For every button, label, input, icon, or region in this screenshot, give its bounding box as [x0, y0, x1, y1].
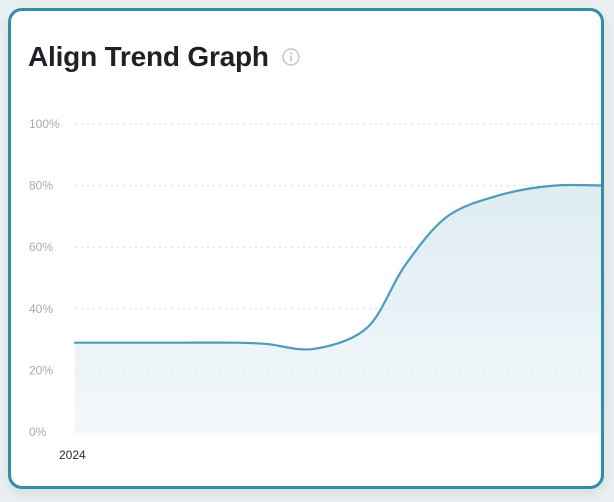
x-tick-label: 2024 [59, 448, 86, 462]
chart-title: Align Trend Graph [28, 41, 269, 72]
info-circle-icon[interactable] [281, 47, 301, 67]
y-tick-label: 100% [29, 117, 60, 131]
y-tick-label: 60% [29, 240, 53, 254]
y-tick-label: 20% [29, 363, 53, 377]
y-axis-ticks: 0% 20% 40% 60% 80% 100% [29, 117, 60, 439]
y-tick-label: 40% [29, 302, 53, 316]
series-line [73, 183, 601, 351]
trend-chart: 0% 20% 40% 60% 80% 100% 2024 [29, 117, 601, 462]
x-axis-ticks: 2024 [59, 448, 86, 462]
series-area [73, 183, 601, 432]
y-tick-label: 80% [29, 179, 53, 193]
trend-card: Align Trend Graph 0% 20% 40% 60% 80% 100% 202… [8, 8, 604, 489]
card-header: Align Trend Graph [28, 41, 301, 73]
series-area-fill [75, 184, 601, 432]
y-tick-label: 0% [29, 425, 47, 439]
